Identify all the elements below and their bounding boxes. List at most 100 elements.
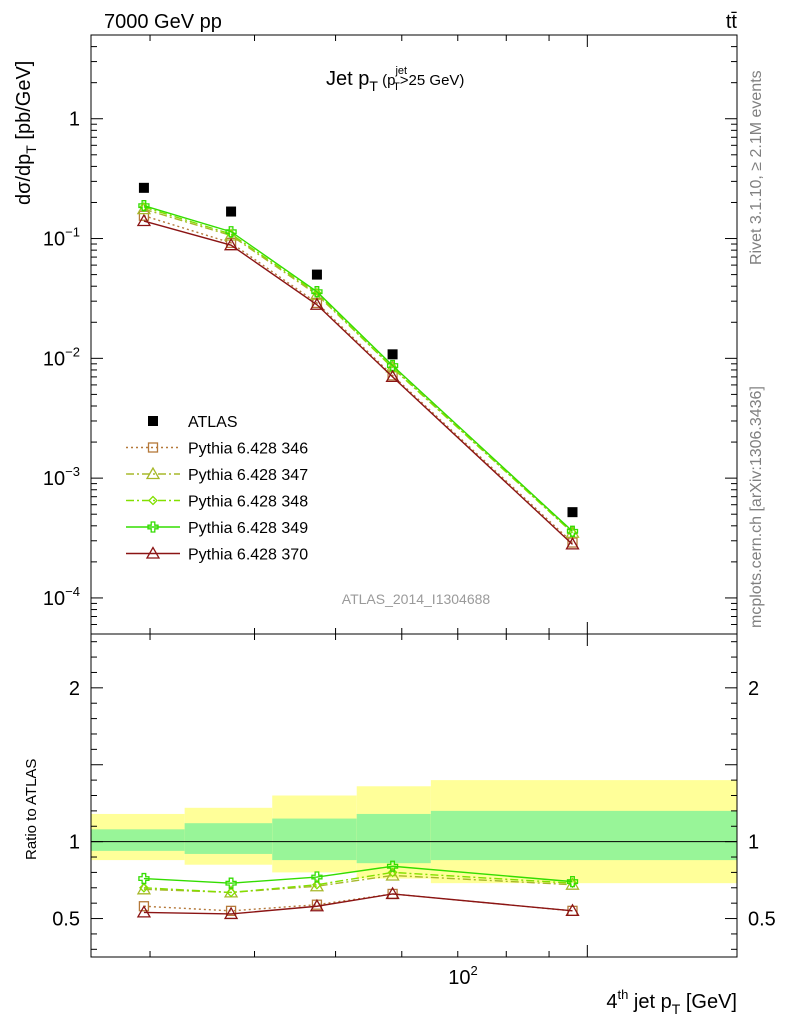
main-title: Jet pT (pjet T>25 GeV) bbox=[326, 65, 464, 94]
process-label: tt̄ bbox=[726, 11, 738, 33]
ratio-point bbox=[309, 898, 325, 912]
ratio-point bbox=[223, 906, 239, 920]
atlas-data-points bbox=[138, 182, 578, 518]
ratio-series-348 bbox=[139, 867, 578, 898]
y-tick-label: 10−4 bbox=[43, 584, 80, 610]
ratio-point bbox=[385, 868, 400, 881]
ratio-point bbox=[311, 871, 323, 883]
ratio-y-tick-label-right: 2 bbox=[748, 678, 759, 700]
atlas-point bbox=[138, 182, 149, 193]
series-line bbox=[143, 205, 573, 532]
series-point bbox=[566, 525, 579, 537]
ratio-line bbox=[143, 871, 573, 894]
main-series-349 bbox=[138, 200, 579, 537]
ratio-line bbox=[143, 893, 573, 912]
series-line bbox=[143, 208, 573, 534]
legend-label: Pythia 6.428 347 bbox=[188, 467, 308, 484]
ratio-y-tick-label-left: 2 bbox=[69, 678, 80, 700]
ratio-y-tick-label-right: 0.5 bbox=[748, 909, 776, 931]
legend-marker bbox=[148, 495, 158, 506]
rivet-label: Rivet 3.1.10, ≥ 2.1M events bbox=[748, 70, 765, 265]
ratio-line bbox=[143, 874, 573, 894]
legend-entry: ATLAS bbox=[148, 414, 238, 431]
series-point bbox=[311, 286, 323, 298]
ratio-point bbox=[385, 886, 400, 900]
y-tick-label: 10−2 bbox=[43, 344, 80, 370]
x-axis-label: 4th jet pT [GeV] bbox=[606, 987, 737, 1017]
legend-label: ATLAS bbox=[188, 414, 238, 431]
series-point bbox=[309, 297, 325, 310]
ratio-panel: 0.5 0.5 1 1 2 2 Ratio to ATLAS 102 4th jet pT… bbox=[23, 633, 776, 1017]
ratio-y-tick-label-right: 1 bbox=[748, 832, 759, 854]
mcplots-label: mcplots.cern.ch [arXiv:1306.3436] bbox=[748, 386, 765, 628]
atlas-point bbox=[226, 206, 237, 217]
ratio-y-tick-labels: 0.5 0.5 1 1 2 2 bbox=[52, 678, 776, 931]
main-plot-frame bbox=[90, 34, 738, 635]
band-inner bbox=[91, 829, 185, 851]
main-series-370 bbox=[136, 213, 580, 550]
ratio-point bbox=[387, 867, 398, 878]
y-tick-label: 10−1 bbox=[43, 225, 80, 251]
band-inner bbox=[184, 823, 273, 854]
atlas-point bbox=[567, 507, 578, 518]
series-point bbox=[386, 359, 399, 372]
band-inner bbox=[272, 818, 357, 861]
legend-marker bbox=[145, 546, 161, 559]
legend: ATLAS Pythia 6.428 346 Pythia 6.428 347 Pyt… bbox=[126, 414, 308, 564]
main-panel: 110−110−210−310−4 Jet pT (pjet T>25 GeV) … bbox=[13, 34, 738, 635]
main-y-axis-label: dσ/dpT [pb/GeV] bbox=[13, 61, 39, 205]
legend-marker bbox=[145, 466, 161, 480]
legend-entry: Pythia 6.428 370 bbox=[126, 546, 308, 564]
energy-label: 7000 GeV pp bbox=[104, 11, 222, 33]
main-y-tick-labels: 1 10−1 10−2 10−3 10−4 bbox=[43, 109, 80, 610]
series-point bbox=[138, 200, 150, 212]
y-tick-label: 10−3 bbox=[43, 464, 80, 490]
ratio-point bbox=[225, 905, 237, 917]
legend-label: Pythia 6.428 346 bbox=[188, 441, 308, 458]
ratio-point bbox=[226, 887, 236, 898]
legend-entry: Pythia 6.428 348 bbox=[126, 494, 308, 511]
ratio-point bbox=[136, 905, 152, 918]
x-tick-label-100: 102 bbox=[448, 963, 477, 989]
ratio-y-axis-label: Ratio to ATLAS bbox=[23, 759, 40, 860]
ratio-point bbox=[566, 875, 579, 888]
ratio-axis-ticks bbox=[91, 634, 737, 957]
ratio-line bbox=[143, 893, 573, 915]
ratio-uncertainty-bands bbox=[91, 780, 737, 884]
ratio-y-tick-label-left: 0.5 bbox=[52, 909, 80, 931]
series-point bbox=[225, 226, 237, 238]
ratio-point bbox=[312, 879, 322, 890]
band-inner bbox=[430, 810, 737, 861]
ratio-line bbox=[143, 865, 573, 884]
legend-entry: Pythia 6.428 347 bbox=[126, 466, 308, 484]
atlas-point bbox=[387, 349, 398, 360]
ratio-series-370 bbox=[136, 886, 580, 920]
series-point bbox=[223, 237, 239, 251]
y-tick-label: 1 bbox=[69, 109, 80, 131]
main-series bbox=[136, 200, 580, 550]
legend-marker bbox=[148, 416, 158, 426]
ratio-series-346 bbox=[138, 888, 578, 917]
band-inner bbox=[356, 813, 431, 864]
series-point bbox=[136, 213, 152, 227]
ratio-series-349 bbox=[138, 860, 579, 889]
ratio-point bbox=[386, 860, 399, 872]
series-line bbox=[143, 215, 573, 544]
ratio-y-tick-label-left: 1 bbox=[69, 832, 80, 854]
ratio-point bbox=[138, 872, 150, 885]
ratio-point bbox=[225, 877, 237, 889]
legend-entry: Pythia 6.428 349 bbox=[126, 520, 308, 537]
ratio-point bbox=[139, 882, 149, 893]
legend-label: Pythia 6.428 370 bbox=[188, 547, 308, 564]
legend-marker bbox=[147, 442, 159, 453]
ratio-point bbox=[138, 901, 150, 912]
legend-label: Pythia 6.428 348 bbox=[188, 494, 308, 511]
series-point bbox=[565, 537, 580, 550]
main-axis-ticks bbox=[91, 34, 737, 635]
legend-label: Pythia 6.428 349 bbox=[188, 520, 308, 537]
legend-marker bbox=[147, 521, 159, 533]
series-point bbox=[385, 369, 400, 383]
series-line bbox=[143, 206, 573, 534]
atlas-point bbox=[311, 269, 322, 280]
